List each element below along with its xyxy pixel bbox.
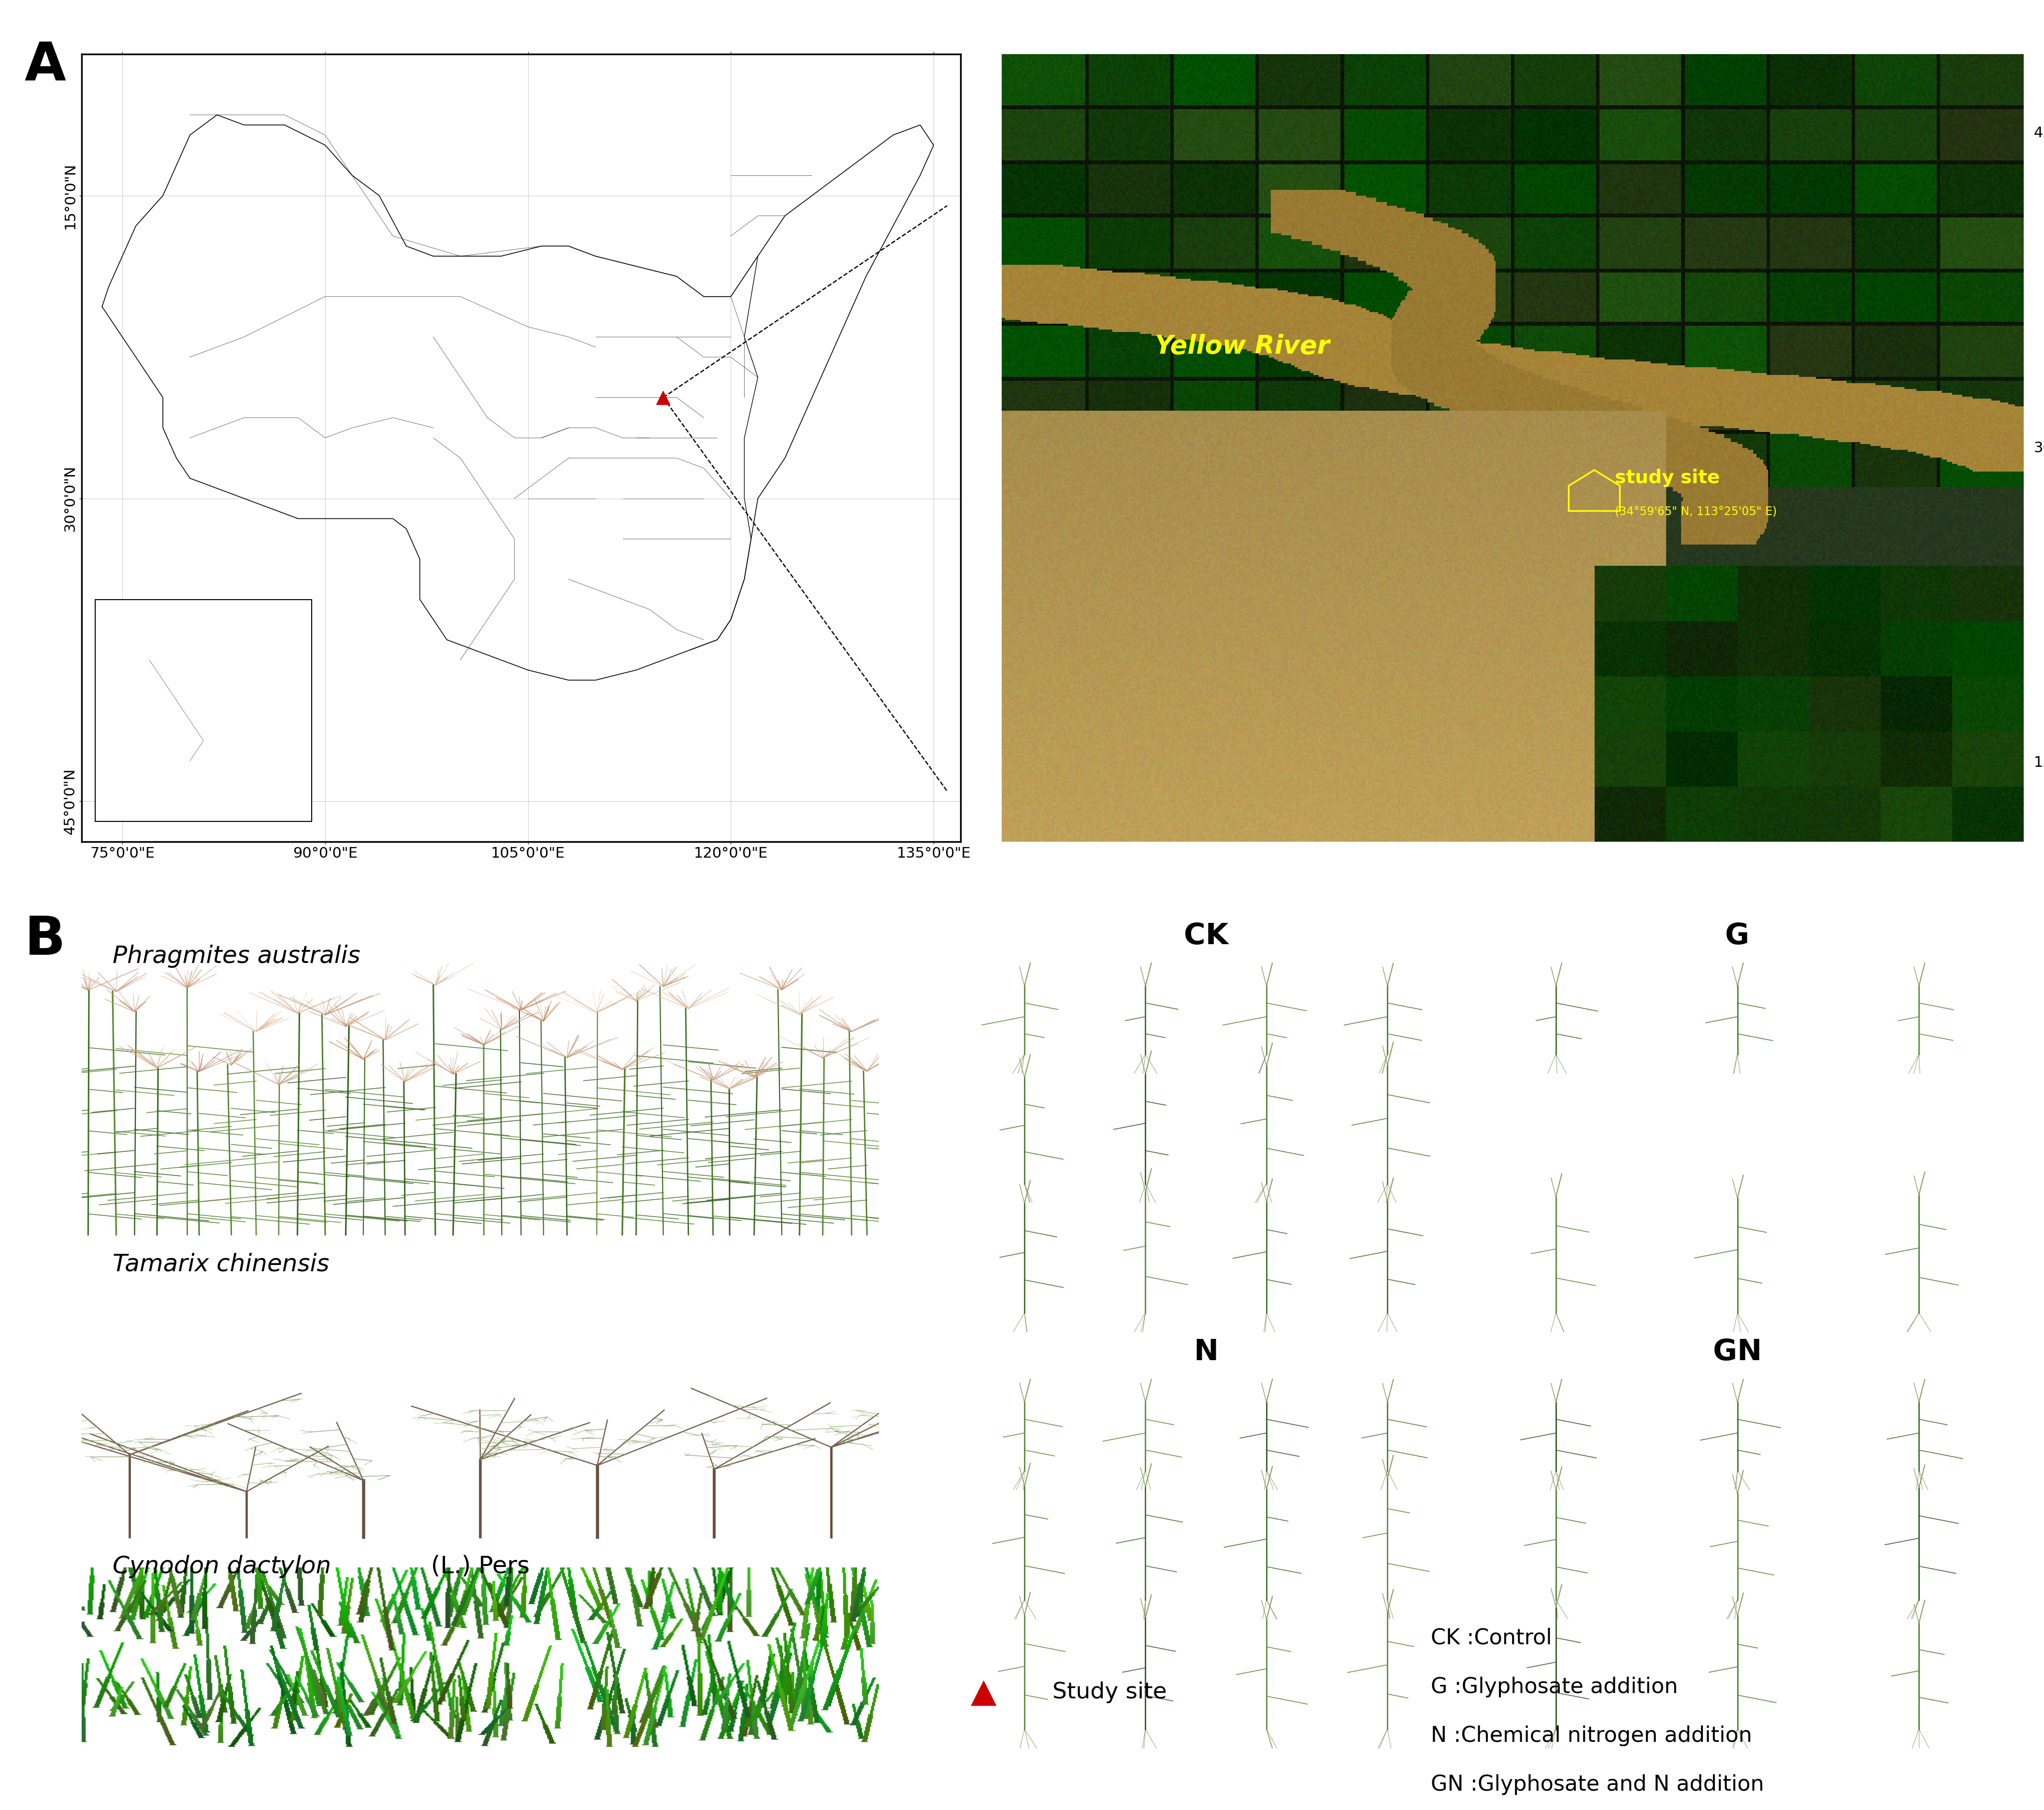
Text: N :Chemical nitrogen addition: N :Chemical nitrogen addition [1431,1725,1752,1747]
Text: study site: study site [1615,469,1719,487]
Text: 15°0'0"N: 15°0'0"N [2034,757,2044,769]
Polygon shape [102,114,934,681]
Text: A: A [25,40,65,92]
Text: GN: GN [1713,1338,1762,1367]
Text: GN :Glyphosate and N addition: GN :Glyphosate and N addition [1431,1774,1764,1796]
Text: (L.) Pers: (L.) Pers [423,1555,529,1578]
Text: Phragmites australis: Phragmites australis [112,945,360,968]
Text: Cynodon dactylon: Cynodon dactylon [112,1555,331,1578]
Text: (34°59'65" N, 113°25'05" E): (34°59'65" N, 113°25'05" E) [1615,505,1776,518]
Text: 30°0'0"N: 30°0'0"N [2034,442,2044,454]
Text: ▲: ▲ [971,1676,997,1709]
Text: N: N [1194,1338,1218,1367]
Text: 45°0'0"N: 45°0'0"N [2034,127,2044,139]
Text: CK: CK [1183,921,1228,950]
Point [646,384,679,413]
Text: Tamarix chinensis: Tamarix chinensis [112,1253,329,1276]
Text: CK :Control: CK :Control [1431,1627,1551,1649]
Text: B: B [25,914,65,967]
Text: Yellow River: Yellow River [1155,333,1331,358]
Text: G :Glyphosate addition: G :Glyphosate addition [1431,1676,1678,1698]
Text: Study site: Study site [1053,1681,1167,1703]
Bar [96,599,311,822]
Text: G: G [1725,921,1750,950]
